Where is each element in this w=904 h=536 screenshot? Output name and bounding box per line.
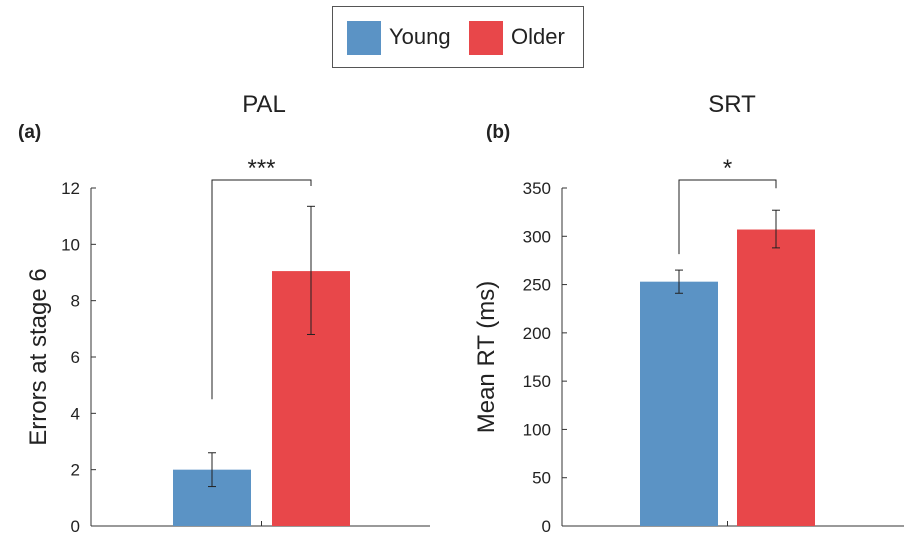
panel-b-ytick-label: 250 — [523, 276, 551, 295]
panel-a-ytick-label: 2 — [71, 461, 80, 480]
panel-a-ytick-label: 12 — [61, 179, 80, 198]
panel-b-bar-older — [737, 229, 815, 527]
panel-b-title: SRT — [708, 91, 756, 118]
panel-a-label: (a) — [18, 122, 41, 143]
panel-b-ytick-label: 0 — [542, 517, 551, 536]
legend-label-older: Older — [511, 24, 565, 49]
panel-a-ytick-label: 8 — [71, 292, 80, 311]
panel-b-bar-young — [640, 281, 718, 526]
panel-a-title: PAL — [242, 91, 286, 118]
panel-a-significance-marker: *** — [247, 155, 275, 182]
legend-label-young: Young — [389, 24, 451, 49]
panel-b-ytick-label: 200 — [523, 324, 551, 343]
legend-swatch-young — [347, 21, 381, 55]
panel-b-ytick-label: 350 — [523, 179, 551, 198]
panel-b-ylabel: Mean RT (ms) — [473, 281, 500, 433]
legend: Young Older — [332, 6, 584, 68]
panel-a-significance-bracket — [211, 179, 312, 400]
panel-b-ytick-label: 150 — [523, 372, 551, 391]
panel-b-ytick-label: 100 — [523, 420, 551, 439]
panel-b-significance-bracket — [678, 179, 777, 255]
panel-b-ytick-label: 300 — [523, 227, 551, 246]
panel-a-ytick-label: 10 — [61, 235, 80, 254]
panel-b-significance-marker: * — [723, 155, 732, 182]
legend-swatch-older — [469, 21, 503, 55]
panel-a-ylabel: Errors at stage 6 — [25, 268, 52, 445]
panel-b-ytick-label: 50 — [532, 469, 551, 488]
panel-a-ytick-label: 4 — [71, 404, 80, 423]
panel-a-ytick-label: 6 — [71, 348, 80, 367]
panel-b-label: (b) — [486, 122, 510, 143]
panel-a-ytick-label: 0 — [71, 517, 80, 536]
